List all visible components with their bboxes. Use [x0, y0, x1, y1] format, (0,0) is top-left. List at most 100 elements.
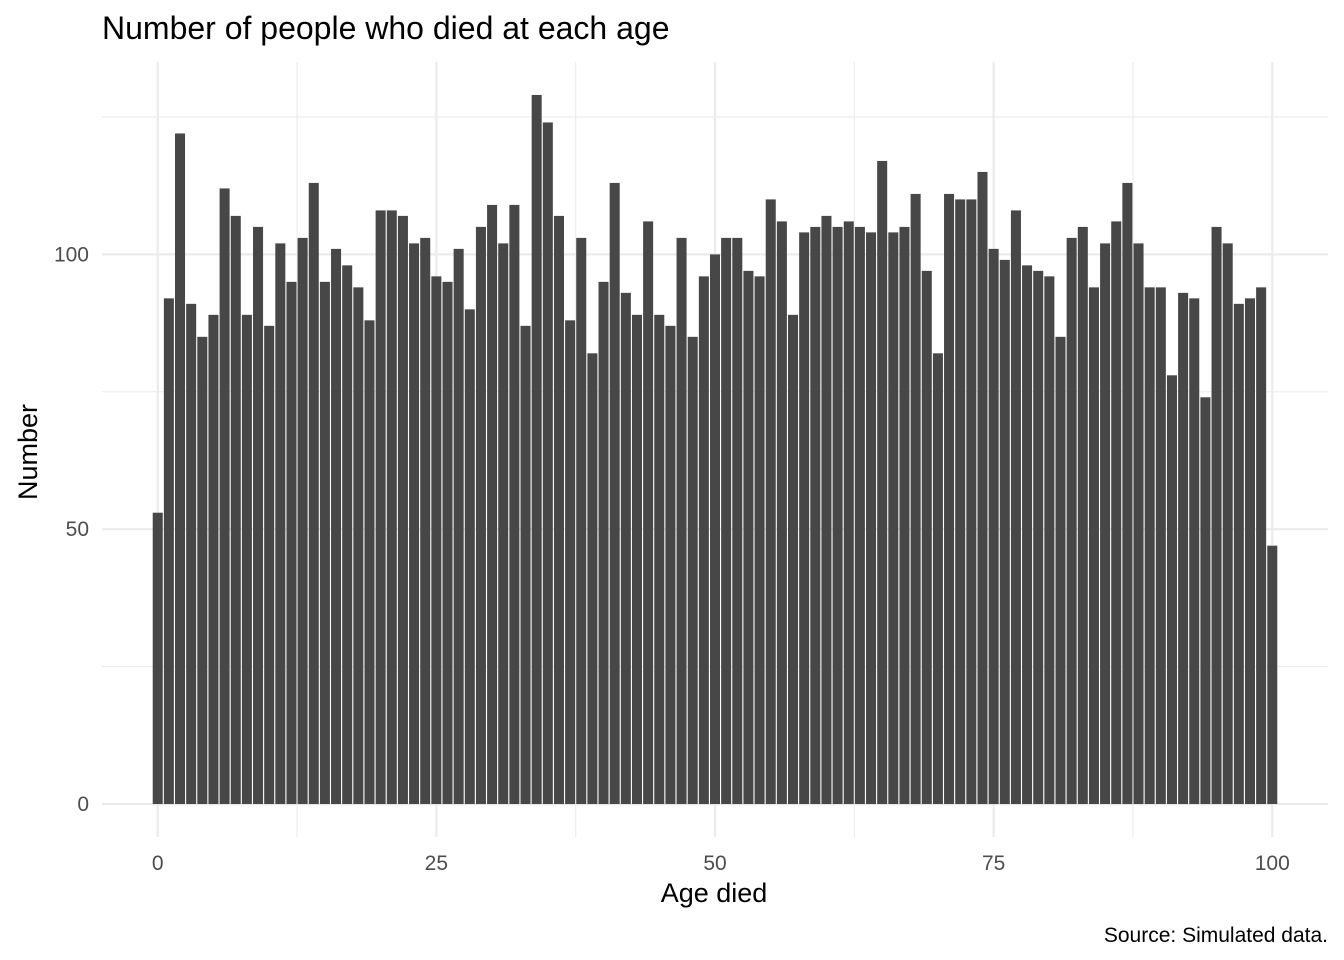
- bar: [977, 171, 988, 805]
- bar: [1166, 375, 1177, 805]
- bar: [253, 226, 264, 805]
- bar: [888, 232, 899, 805]
- bar: [364, 320, 375, 805]
- bar: [498, 243, 509, 805]
- bar: [1189, 298, 1200, 805]
- bar: [342, 265, 353, 805]
- chart-title: Number of people who died at each age: [102, 10, 670, 46]
- bar: [598, 281, 609, 805]
- y-tick-label: 0: [77, 793, 89, 816]
- bar: [921, 270, 932, 805]
- bar: [1066, 237, 1077, 805]
- bar: [587, 353, 598, 805]
- bar: [464, 309, 475, 805]
- bar: [910, 193, 921, 805]
- bar: [676, 237, 687, 805]
- bar: [788, 314, 799, 805]
- bar: [1256, 287, 1267, 805]
- x-tick-label: 100: [1255, 852, 1290, 875]
- bar: [264, 325, 275, 805]
- bar: [475, 226, 486, 805]
- bar: [152, 512, 163, 805]
- bar: [1244, 298, 1255, 805]
- bar: [665, 325, 676, 805]
- bar: [1222, 243, 1233, 805]
- bar: [308, 182, 319, 805]
- bar: [241, 314, 252, 805]
- bar: [988, 248, 999, 805]
- bar: [331, 248, 342, 805]
- bar: [1200, 397, 1211, 805]
- bar: [375, 210, 386, 805]
- y-tick-label: 50: [66, 518, 89, 541]
- bar: [576, 237, 587, 805]
- bar: [509, 204, 520, 805]
- x-tick-label: 75: [982, 852, 1005, 875]
- bar: [386, 210, 397, 805]
- bar: [609, 182, 620, 805]
- bar: [197, 336, 208, 805]
- bar: [866, 232, 877, 805]
- bar: [431, 276, 442, 805]
- bar: [1033, 270, 1044, 805]
- bar: [754, 276, 765, 805]
- bar: [442, 281, 453, 805]
- bar: [843, 221, 854, 805]
- bar: [832, 226, 843, 805]
- bar: [955, 199, 966, 805]
- bar: [420, 237, 431, 805]
- bar: [899, 226, 910, 805]
- bar: [877, 160, 888, 805]
- bar: [999, 259, 1010, 805]
- bar: [1122, 182, 1133, 805]
- bar: [631, 314, 642, 805]
- bar: [1088, 287, 1099, 805]
- bar: [1077, 226, 1088, 805]
- bar: [1144, 287, 1155, 805]
- bar: [765, 199, 776, 805]
- bar: [698, 276, 709, 805]
- bar: [297, 237, 308, 805]
- bar: [1100, 243, 1111, 805]
- bar: [932, 353, 943, 805]
- bar: [1155, 287, 1166, 805]
- bar: [620, 292, 631, 805]
- bar: [319, 281, 330, 805]
- bar: [944, 193, 955, 805]
- bar: [821, 215, 832, 805]
- chart-caption: Source: Simulated data.: [1104, 924, 1328, 947]
- bar: [709, 254, 721, 805]
- bar: [163, 298, 174, 805]
- bar: [208, 314, 219, 805]
- bar: [487, 204, 498, 805]
- bar: [542, 122, 553, 805]
- bar: [219, 188, 230, 805]
- bar: [643, 221, 654, 805]
- x-axis-title: Age died: [661, 878, 768, 908]
- bar: [1022, 265, 1033, 805]
- bar: [966, 199, 977, 805]
- bar: [654, 314, 665, 805]
- bar: [1267, 545, 1278, 805]
- x-tick-label: 25: [425, 852, 448, 875]
- bar: [1111, 221, 1122, 805]
- bar: [1010, 210, 1021, 805]
- bar: [409, 243, 420, 805]
- bars: [152, 94, 1278, 805]
- bar: [230, 215, 241, 805]
- bar: [286, 281, 297, 805]
- bar: [1233, 303, 1244, 805]
- bar: [397, 215, 408, 805]
- y-axis-title: Number: [13, 404, 43, 500]
- bar: [854, 226, 865, 805]
- bar: [1178, 292, 1189, 805]
- bar: [743, 270, 754, 805]
- bar: [531, 94, 542, 805]
- bar: [565, 320, 576, 805]
- bar: [1044, 276, 1055, 805]
- bar: [553, 215, 564, 805]
- bar: [721, 237, 732, 805]
- bar: [1211, 226, 1222, 805]
- y-tick-label: 100: [54, 243, 89, 266]
